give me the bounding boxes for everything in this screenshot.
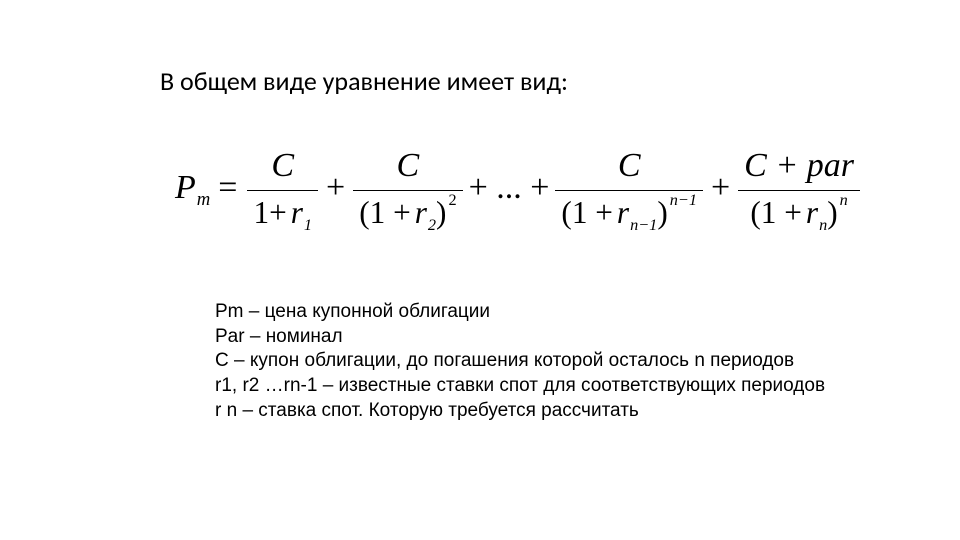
lhs-sub: m: [197, 189, 211, 211]
definition-r1rn: r1, r2 …rn-1 – известные ставки спот для…: [215, 374, 825, 399]
equation: Pm = C 1+ r1 + C: [175, 145, 862, 232]
equals-sign: =: [218, 169, 237, 207]
definitions-block: Pm – цена купонной облигации Par – номин…: [215, 300, 825, 423]
numerator-4: C + par: [738, 145, 860, 188]
equation-lhs: Pm: [175, 169, 210, 207]
numerator-1: C: [265, 145, 300, 188]
denominator-3: (1 + rn−1 ) n−1: [555, 193, 703, 232]
definition-c: C – купон облигации, до погашения которо…: [215, 349, 825, 374]
slide: В общем виде уравнение имеет вид: Pm = C…: [0, 0, 960, 540]
denominator-4: (1 + rn ) n: [744, 193, 853, 232]
fraction-term-3: C (1 + rn−1 ) n−1: [555, 145, 703, 232]
definition-par: Par – номинал: [215, 325, 825, 350]
plus-3: +: [711, 169, 730, 207]
fraction-bar-1: [247, 190, 318, 191]
fraction-term-4: C + par (1 + rn ) n: [738, 145, 860, 232]
lhs-var: P: [175, 169, 196, 207]
fraction-term-1: C 1+ r1: [247, 145, 318, 232]
denominator-1: 1+ r1: [247, 193, 318, 232]
fraction-bar-2: [353, 190, 462, 191]
definition-rn: r n – ставка спот. Которую требуется рас…: [215, 399, 825, 424]
fraction-term-2: C (1 + r2 ) 2: [353, 145, 462, 232]
numerator-2: C: [391, 145, 426, 188]
numerator-3: C: [612, 145, 647, 188]
ellipsis: + ... +: [469, 169, 550, 207]
definition-pm: Pm – цена купонной облигации: [215, 300, 825, 325]
denominator-2: (1 + r2 ) 2: [353, 193, 462, 232]
plus-1: +: [326, 169, 345, 207]
slide-heading: В общем виде уравнение имеет вид:: [160, 65, 568, 97]
